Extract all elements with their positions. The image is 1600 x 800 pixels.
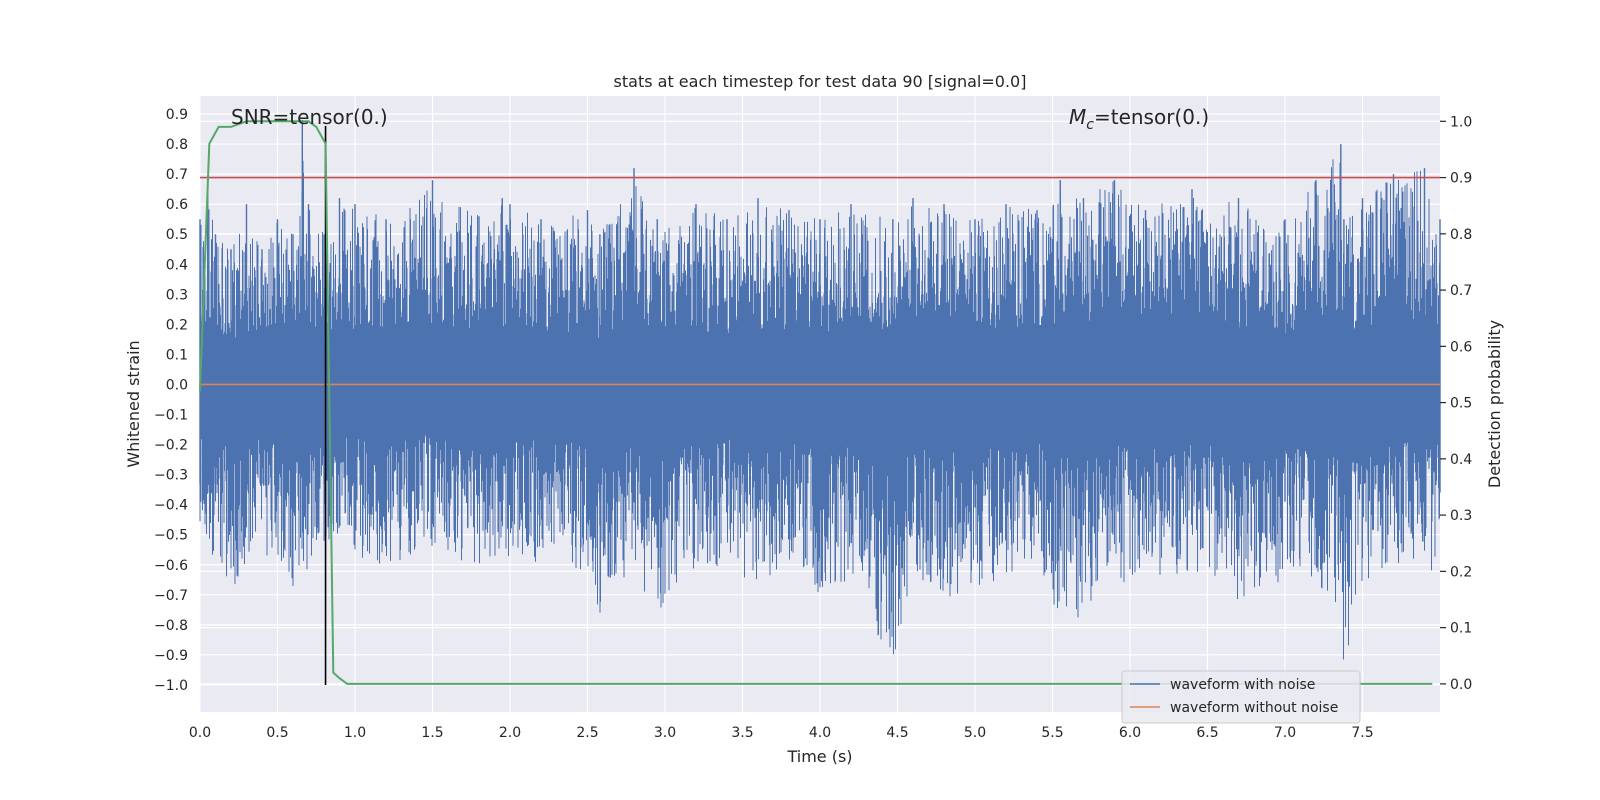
y-left-tick-label: −0.2 bbox=[154, 438, 188, 454]
lines-layer bbox=[199, 120, 1440, 685]
y-left-tick-label: −0.4 bbox=[154, 498, 188, 514]
legend-label-noise: waveform with noise bbox=[1170, 677, 1315, 693]
x-tick-label: 6.5 bbox=[1196, 725, 1218, 741]
y-left-tick-label: 0.8 bbox=[166, 137, 188, 153]
y-right-tick-label: 0.5 bbox=[1450, 396, 1472, 412]
y-right-tick-label: 0.0 bbox=[1450, 677, 1472, 693]
y-right-tick-label: 0.3 bbox=[1450, 508, 1472, 524]
x-tick-label: 0.0 bbox=[189, 725, 211, 741]
waveform-with-noise-series bbox=[199, 120, 1441, 660]
x-tick-label: 4.5 bbox=[886, 725, 908, 741]
x-tick-label: 5.5 bbox=[1041, 725, 1063, 741]
legend-box bbox=[1121, 670, 1361, 724]
y-left-tick-label: 0.9 bbox=[166, 107, 188, 123]
x-tick-label: 5.0 bbox=[964, 725, 986, 741]
x-axis-label: Time (s) bbox=[786, 747, 852, 766]
y-left-tick-label: −0.9 bbox=[154, 648, 188, 664]
x-tick-label: 2.5 bbox=[576, 725, 598, 741]
y-right-tick-label: 0.9 bbox=[1450, 171, 1472, 187]
y-right-tick-label: 0.2 bbox=[1450, 564, 1472, 580]
y-axis-left: 0.9 0.8 0.7 0.6 0.5 0.4 0.3 0.2 0.1 0.0 −0.1 −0.2 −0… bbox=[154, 107, 188, 694]
y-right-tick-label: 0.8 bbox=[1450, 227, 1472, 243]
detection-probability-line bbox=[199, 120, 1433, 685]
x-tick-label: 3.0 bbox=[654, 725, 676, 741]
x-tick-label: 1.5 bbox=[421, 725, 443, 741]
x-tick-label: 4.0 bbox=[809, 725, 831, 741]
y-axis-right-label: Detection probability bbox=[1485, 320, 1504, 488]
y-left-tick-label: 0.3 bbox=[166, 287, 188, 303]
y-right-tick-label: 0.1 bbox=[1450, 621, 1472, 637]
y-left-tick-label: −0.8 bbox=[154, 618, 188, 634]
y-right-tick-label: 0.4 bbox=[1450, 452, 1472, 468]
x-tick-label: 1.0 bbox=[344, 725, 366, 741]
mc-annotation: Mc=tensor(0.) bbox=[1069, 105, 1209, 133]
y-left-tick-label: 0.4 bbox=[166, 257, 188, 273]
y-left-tick-label: −0.3 bbox=[154, 468, 188, 484]
mc-value: =tensor(0.) bbox=[1094, 105, 1209, 129]
y-left-tick-label: 0.0 bbox=[166, 377, 188, 393]
y-right-tick-label: 0.7 bbox=[1450, 283, 1472, 299]
y-left-tick-label: 0.7 bbox=[166, 167, 188, 183]
chart-title: stats at each timestep for test data 90 … bbox=[614, 72, 1027, 91]
x-axis: 0.0 0.5 1.0 1.5 2.0 2.5 3.0 3.5 4.0 4.5 5.0 5.5 6.0 6… bbox=[189, 725, 1374, 741]
snr-annotation: SNR=tensor(0.) bbox=[231, 105, 388, 129]
legend-label-clean: waveform without noise bbox=[1170, 700, 1338, 716]
y-left-tick-label: 0.5 bbox=[166, 227, 188, 243]
y-left-tick-label: −0.1 bbox=[154, 408, 188, 424]
x-tick-label: 7.0 bbox=[1274, 725, 1296, 741]
x-tick-label: 7.5 bbox=[1351, 725, 1373, 741]
legend: waveform with noise waveform without noi… bbox=[1121, 670, 1361, 724]
y-left-tick-label: −1.0 bbox=[154, 678, 188, 694]
mc-subscript: c bbox=[1086, 117, 1094, 133]
y-right-tick-label: 0.6 bbox=[1450, 339, 1472, 355]
y-left-tick-label: −0.7 bbox=[154, 588, 188, 604]
y-left-tick-label: −0.6 bbox=[154, 558, 188, 574]
y-left-tick-label: 0.2 bbox=[166, 317, 188, 333]
y-axis-left-label: Whitened strain bbox=[124, 340, 143, 467]
y-left-tick-label: 0.1 bbox=[166, 347, 188, 363]
x-tick-label: 3.5 bbox=[731, 725, 753, 741]
y-axis-right: 1.0 0.9 0.8 0.7 0.6 0.5 0.4 0.3 0.2 0.1 0.0 bbox=[1440, 114, 1472, 693]
x-tick-label: 0.5 bbox=[266, 725, 288, 741]
x-tick-label: 2.0 bbox=[499, 725, 521, 741]
x-tick-label: 6.0 bbox=[1119, 725, 1141, 741]
mc-symbol: M bbox=[1069, 105, 1086, 129]
y-right-tick-label: 1.0 bbox=[1450, 114, 1472, 130]
y-left-tick-label: 0.6 bbox=[166, 197, 188, 213]
y-left-tick-label: −0.5 bbox=[154, 528, 188, 544]
